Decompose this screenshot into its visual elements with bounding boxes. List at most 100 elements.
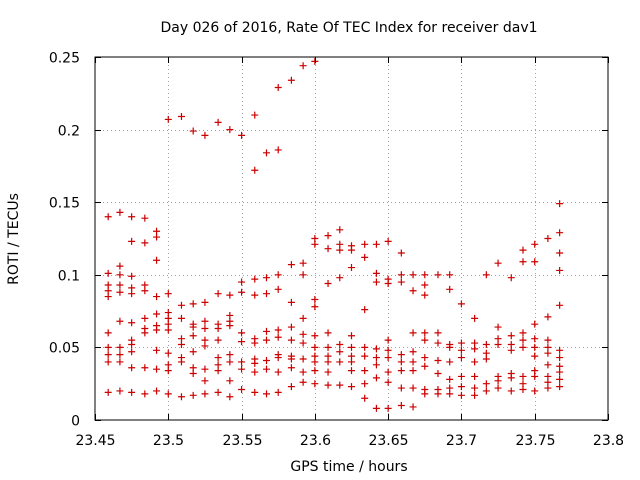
data-point: [324, 358, 332, 366]
data-point: [531, 335, 539, 343]
data-point: [214, 354, 222, 362]
data-point: [434, 390, 442, 398]
data-point: [141, 390, 149, 398]
data-point: [409, 384, 417, 392]
data-point: [299, 368, 307, 376]
data-point: [507, 374, 515, 382]
data-point: [372, 374, 380, 382]
data-point: [556, 346, 564, 354]
data-point: [384, 280, 392, 288]
data-point: [324, 232, 332, 240]
data-point: [471, 358, 479, 366]
data-point: [274, 271, 282, 279]
data-point: [494, 259, 502, 267]
data-point: [214, 290, 222, 298]
data-point: [141, 287, 149, 295]
data-point: [556, 375, 564, 383]
data-point: [457, 339, 465, 347]
x-tick-label: 23.75: [515, 433, 555, 449]
y-tick-label: 0.1: [58, 269, 80, 285]
data-point: [507, 274, 515, 282]
data-point: [164, 290, 172, 298]
data-point: [128, 237, 136, 245]
data-point: [384, 404, 392, 412]
data-point: [274, 83, 282, 91]
data-point: [457, 383, 465, 391]
x-tick-label: 23.6: [300, 433, 331, 449]
data-point: [251, 111, 259, 119]
data-point: [251, 388, 259, 396]
data-point: [482, 387, 490, 395]
data-point: [494, 384, 502, 392]
data-point: [556, 354, 564, 362]
data-point: [324, 280, 332, 288]
data-point: [471, 391, 479, 399]
data-point: [238, 365, 246, 373]
data-point: [238, 358, 246, 366]
data-point: [274, 333, 282, 341]
data-point: [409, 287, 417, 295]
data-point: [226, 291, 234, 299]
data-point: [421, 329, 429, 337]
data-point: [372, 345, 380, 353]
data-point: [482, 340, 490, 348]
data-point: [324, 343, 332, 351]
data-point: [507, 346, 515, 354]
data-point: [128, 388, 136, 396]
y-tick-label: 0.15: [49, 196, 80, 212]
data-point: [409, 348, 417, 356]
data-point: [189, 391, 197, 399]
x-tick-label: 23.45: [75, 433, 115, 449]
data-point: [544, 235, 552, 242]
data-point: [531, 352, 539, 360]
data-point: [164, 326, 172, 334]
data-point: [104, 213, 112, 221]
data-point: [299, 259, 307, 267]
data-point: [299, 339, 307, 347]
data-point: [201, 365, 209, 373]
y-axis-ticks: 0 0.05 0.1 0.15 0.2 0.25: [49, 51, 608, 430]
data-point: [287, 261, 295, 269]
data-point: [251, 166, 259, 174]
plot-frame: [94, 56, 609, 421]
x-tick-label: 23.65: [368, 433, 408, 449]
data-point: [384, 354, 392, 362]
data-point: [238, 288, 246, 296]
data-point: [384, 336, 392, 344]
data-point: [311, 295, 319, 303]
data-point: [201, 377, 209, 385]
data-point: [226, 358, 234, 366]
data-point: [311, 57, 319, 65]
data-point: [262, 149, 270, 157]
data-point: [251, 275, 259, 283]
data-point: [262, 290, 270, 298]
data-point: [299, 378, 307, 386]
data-point: [519, 336, 527, 344]
data-point: [409, 358, 417, 366]
data-point: [348, 358, 355, 366]
data-point: [336, 226, 344, 234]
data-point: [189, 127, 197, 135]
data-point: [519, 329, 527, 337]
data-point: [201, 342, 209, 350]
data-point: [189, 370, 197, 378]
data-point: [274, 326, 282, 334]
data-point: [324, 368, 332, 376]
y-tick-label: 0.2: [58, 124, 80, 140]
data-point: [251, 368, 259, 376]
data-point: [457, 346, 465, 354]
data-point: [299, 330, 307, 338]
data-point: [287, 323, 295, 331]
data-point: [299, 271, 307, 279]
data-point: [116, 358, 124, 366]
data-point: [434, 356, 442, 364]
data-point: [287, 355, 295, 363]
data-point: [457, 372, 465, 380]
data-point: [262, 274, 270, 282]
data-point: [153, 256, 161, 264]
x-tick-label: 23.5: [153, 433, 184, 449]
data-point: [471, 372, 479, 380]
data-point: [556, 266, 564, 274]
data-point: [531, 320, 539, 328]
data-point: [116, 281, 124, 289]
